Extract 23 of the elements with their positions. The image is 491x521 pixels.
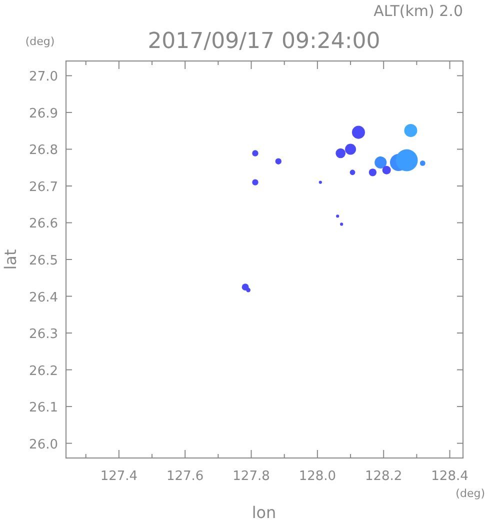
y-tick-label: 26.4	[29, 290, 58, 306]
y-tick-label: 26.8	[29, 143, 58, 158]
x-tick-label: 127.4	[100, 469, 138, 484]
y-tick-label: 26.1	[29, 400, 58, 416]
y-tick-label: 26.6	[29, 216, 58, 232]
y-tick-label: 26.5	[29, 254, 58, 268]
x-tick-label: 127.8	[232, 469, 270, 484]
x-tick-label: 127.6	[166, 469, 204, 484]
chart-title: 2017/09/17 09:24:00	[148, 29, 380, 54]
y-tick-label: 26.9	[29, 106, 58, 122]
chart-subtitle: ALT(km) 2.0	[374, 2, 463, 20]
x-tick-label: 128.2	[364, 469, 402, 484]
y-tick-label: 26.7	[29, 180, 58, 195]
text: (deg)	[456, 487, 485, 500]
y-tick-label: 26.2	[29, 364, 58, 379]
y-tick-label: 26.0	[29, 437, 58, 452]
x-tick-label: 128.4	[431, 469, 468, 484]
y-tick-label: 26.3	[29, 327, 58, 342]
text: (deg)	[25, 35, 55, 48]
y-tick-label: 27.0	[29, 70, 58, 85]
x-tick-label: 128.0	[298, 469, 336, 484]
x-axis-title: lon	[252, 503, 276, 521]
y-axis-title: lat	[1, 249, 20, 270]
